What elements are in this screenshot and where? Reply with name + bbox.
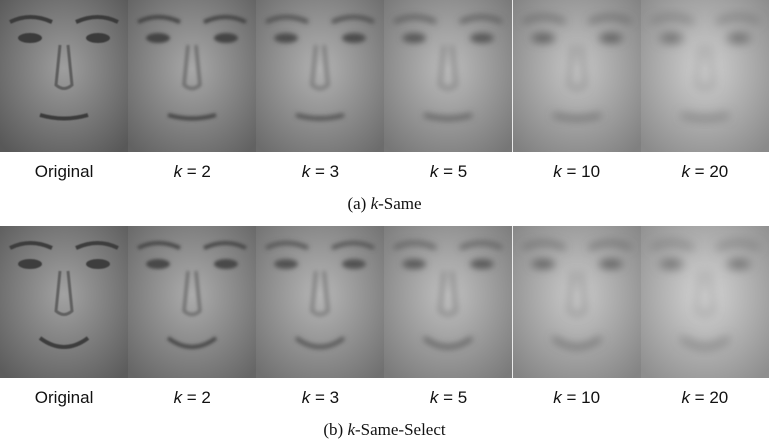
column-label: k = 3: [301, 162, 340, 181]
face-image: [256, 226, 385, 378]
column-label: k = 10: [553, 162, 601, 181]
column-label: k = 5: [429, 388, 468, 407]
column-label: k = 10: [553, 388, 601, 407]
face-image: [640, 226, 769, 378]
column-label: Original: [34, 388, 94, 407]
caption: (a) k-Same: [347, 194, 422, 213]
column-label: k = 2: [173, 388, 211, 407]
caption: (b) k-Same-Select: [323, 420, 446, 439]
face-image: [640, 0, 769, 152]
face-row: [0, 226, 769, 378]
column-label: k = 5: [429, 162, 468, 181]
face-image: [128, 0, 257, 152]
face-image: [128, 226, 257, 378]
label-row: Original k = 2 k = 3 k = 5 k = 10 k = 20: [0, 152, 769, 192]
column-label: k = 2: [173, 162, 211, 181]
column-label: k = 20: [681, 388, 729, 407]
column-label: Original: [34, 162, 94, 181]
label-row: Original k = 2 k = 3 k = 5 k = 10 k = 20: [0, 378, 769, 418]
face-image: [0, 0, 129, 152]
column-label: k = 20: [681, 162, 729, 181]
face-row: [0, 0, 769, 152]
face-image: [0, 226, 129, 378]
face-image: [384, 0, 513, 152]
face-image: [512, 226, 641, 378]
face-image: [256, 0, 385, 152]
face-image: [384, 226, 513, 378]
panel: Original k = 2 k = 3 k = 5 k = 10 k = 20 (a) k…: [0, 0, 769, 216]
face-image: [512, 0, 641, 152]
column-label: k = 3: [301, 388, 340, 407]
panel: Original k = 2 k = 3 k = 5 k = 10 k = 20 (b) k…: [0, 226, 769, 442]
